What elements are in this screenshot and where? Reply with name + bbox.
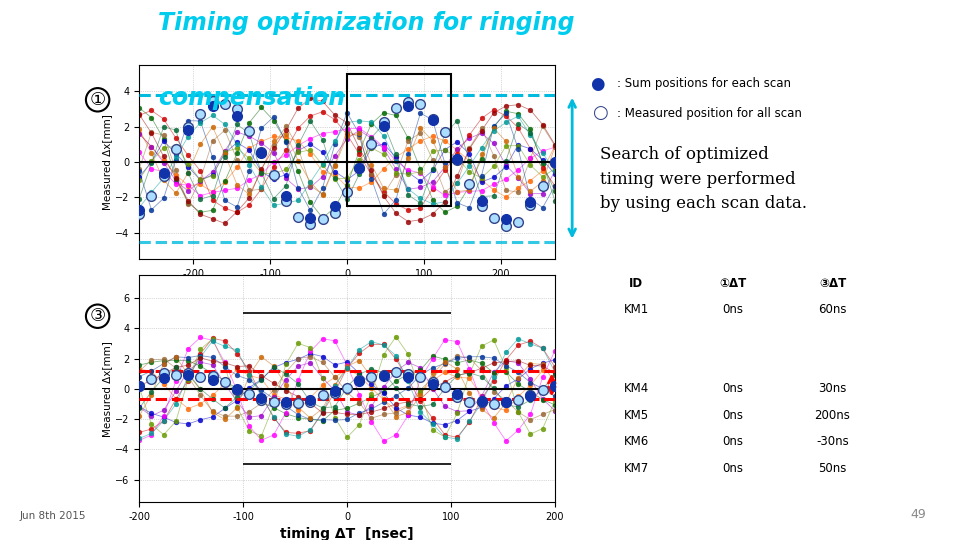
Text: KM4: KM4	[624, 382, 649, 395]
Text: : Sum positions for each scan: : Sum positions for each scan	[617, 77, 791, 90]
Text: Search of optimized
timing were performed
by using each scan data.: Search of optimized timing were performe…	[600, 146, 807, 212]
Text: Timing optimization for ringing: Timing optimization for ringing	[158, 11, 575, 35]
Text: 50ns: 50ns	[818, 462, 847, 475]
Text: ID: ID	[629, 276, 643, 289]
Text: 0ns: 0ns	[723, 303, 743, 316]
Text: 0ns: 0ns	[723, 329, 743, 342]
Text: compensation: compensation	[158, 86, 346, 110]
Text: ●: ●	[590, 75, 605, 93]
Text: ○: ○	[592, 104, 608, 123]
Text: 0ns: 0ns	[723, 382, 743, 395]
Text: Jun 8th 2015: Jun 8th 2015	[19, 511, 85, 521]
Bar	[347, 73, 451, 206]
Text: 0ns: 0ns	[723, 488, 743, 501]
Text: -20ns: -20ns	[816, 329, 849, 342]
Text: KM2: KM2	[624, 329, 649, 342]
Text: 0ns: 0ns	[723, 435, 743, 448]
Text: 0ns: 0ns	[723, 356, 743, 369]
Y-axis label: Measured Δx[mm]: Measured Δx[mm]	[103, 114, 112, 210]
Text: KM1: KM1	[624, 303, 649, 316]
Y-axis label: Measured Δx[mm]: Measured Δx[mm]	[103, 341, 112, 437]
Text: 60ns: 60ns	[818, 303, 847, 316]
Text: ③ΔT: ③ΔT	[819, 276, 846, 289]
Text: -30ns: -30ns	[816, 435, 849, 448]
Text: KM8: KM8	[624, 488, 649, 501]
Text: KM3: KM3	[624, 356, 649, 369]
Text: : Measured position for all scan: : Measured position for all scan	[617, 107, 803, 120]
Text: 30ns: 30ns	[818, 382, 847, 395]
X-axis label: timing ΔT  [nsec]: timing ΔT [nsec]	[280, 528, 414, 540]
Text: 200ns: 200ns	[814, 409, 851, 422]
Text: ①ΔT: ①ΔT	[719, 276, 747, 289]
Text: KM6: KM6	[624, 435, 649, 448]
Text: 49: 49	[911, 508, 926, 521]
Text: -40ns: -40ns	[816, 488, 849, 501]
Text: 0ns: 0ns	[723, 462, 743, 475]
Text: ③: ③	[89, 307, 106, 325]
Text: ①: ①	[89, 91, 106, 109]
Text: 50ns: 50ns	[818, 356, 847, 369]
Text: KM5: KM5	[624, 409, 649, 422]
Text: 0ns: 0ns	[723, 409, 743, 422]
Text: KM7: KM7	[624, 462, 649, 475]
